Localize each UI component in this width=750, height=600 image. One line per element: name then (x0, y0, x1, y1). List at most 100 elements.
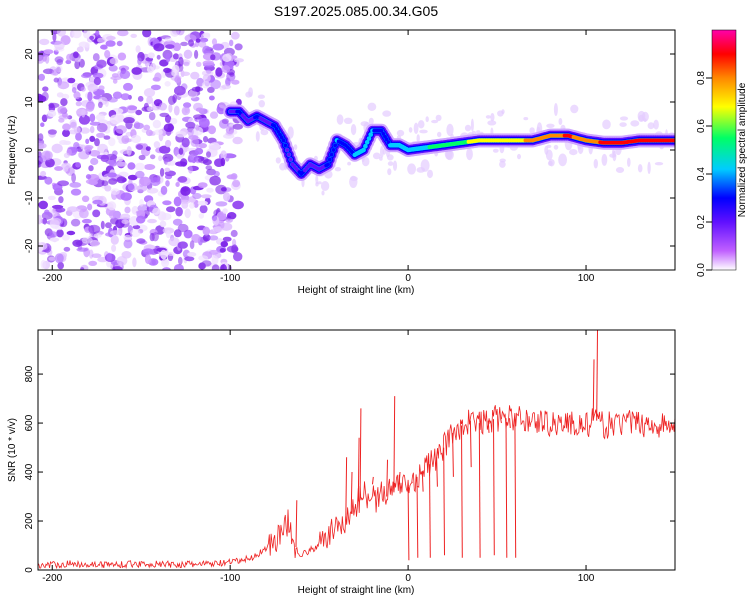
noise-blob (210, 54, 216, 61)
noise-blob (85, 174, 92, 180)
faint-blob (553, 103, 558, 116)
noise-blob (47, 129, 58, 135)
noise-blob (180, 41, 189, 47)
noise-blob (207, 125, 216, 135)
noise-blob (119, 70, 131, 79)
faint-blob (553, 144, 559, 150)
faint-blob (386, 154, 394, 161)
noise-blob (190, 71, 200, 80)
faint-blob (257, 94, 265, 99)
noise-blob (125, 104, 137, 114)
noise-blob (190, 137, 199, 147)
faint-blob (630, 120, 640, 127)
snr-spike (372, 476, 374, 485)
noise-blob (177, 176, 188, 183)
faint-blob (492, 148, 499, 153)
noise-blob (89, 113, 96, 123)
faint-blob (627, 157, 631, 167)
noise-blob (168, 95, 176, 106)
noise-blob (52, 32, 57, 42)
ridge-core (279, 135, 284, 140)
noise-blob (184, 34, 197, 43)
noise-blob (115, 161, 127, 167)
snr-spike (345, 457, 348, 522)
faint-blob (427, 169, 433, 179)
snr-spike (429, 464, 431, 558)
noise-blob (87, 203, 93, 211)
faint-blob (470, 118, 474, 132)
faint-blob (653, 119, 659, 130)
snr-spike (452, 432, 454, 477)
noise-blob (174, 76, 181, 83)
faint-blob (593, 158, 598, 169)
noise-blob (38, 73, 45, 81)
spectrogram-ytick-label: -10 (24, 190, 35, 205)
noise-blob (98, 85, 105, 91)
noise-blob (138, 154, 146, 161)
faint-blob (408, 127, 413, 133)
faint-blob (336, 114, 344, 125)
noise-blob (80, 144, 86, 150)
snr-ytick-label: 0 (24, 567, 35, 573)
noise-blob (96, 59, 107, 68)
spectrogram-ytick-label: -20 (24, 238, 35, 253)
noise-blob (194, 147, 204, 155)
noise-blob (58, 115, 70, 120)
noise-blob (119, 213, 131, 220)
noise-blob (104, 185, 112, 192)
noise-blob (143, 124, 151, 131)
noise-blob (225, 218, 233, 223)
noise-blob (159, 112, 170, 118)
noise-blob (153, 141, 161, 149)
noise-blob (104, 50, 111, 59)
noise-blob (115, 125, 127, 134)
noise-blob (177, 241, 188, 249)
faint-blob (602, 119, 611, 130)
faint-blob (349, 175, 358, 188)
ridge-core (333, 143, 338, 148)
noise-blob (88, 179, 98, 186)
noise-blob (127, 174, 138, 181)
noise-blob (76, 46, 84, 53)
faint-blob (416, 134, 420, 143)
noise-blob (108, 210, 117, 220)
faint-blob (647, 161, 651, 174)
noise-blob (117, 52, 127, 61)
snr-spike (505, 418, 508, 558)
noise-blob (108, 178, 118, 185)
noise-blob (159, 59, 169, 67)
noise-blob (88, 165, 94, 172)
noise-blob (165, 180, 170, 187)
noise-blob (108, 137, 116, 147)
noise-blob (219, 248, 226, 253)
noise-blob (130, 33, 137, 39)
noise-blob (57, 30, 66, 37)
noise-blob (175, 182, 180, 187)
colorbar-tick-label: 0.2 (696, 215, 707, 229)
noise-blob (130, 134, 142, 144)
noise-blob (106, 252, 112, 262)
noise-blob (142, 248, 155, 255)
ridge-core (329, 152, 334, 157)
faint-blob (548, 159, 555, 167)
noise-blob (49, 231, 58, 238)
noise-blob (172, 218, 183, 226)
faint-blob (293, 144, 298, 151)
noise-blob (89, 121, 101, 126)
noise-blob (40, 122, 45, 127)
ridge-core (365, 140, 370, 145)
snr-xtick-label: 0 (405, 573, 411, 584)
noise-blob (108, 159, 117, 167)
noise-blob (230, 229, 238, 238)
ridge-core (368, 132, 373, 137)
noise-blob (232, 179, 241, 188)
noise-blob (48, 256, 56, 261)
faint-blob (647, 122, 655, 130)
faint-blob (523, 117, 529, 121)
faint-blob (499, 160, 506, 168)
ridge-core (386, 140, 391, 145)
noise-blob (43, 49, 54, 55)
noise-blob (191, 86, 204, 92)
ridge-core (281, 138, 286, 143)
noise-blob (164, 37, 173, 42)
